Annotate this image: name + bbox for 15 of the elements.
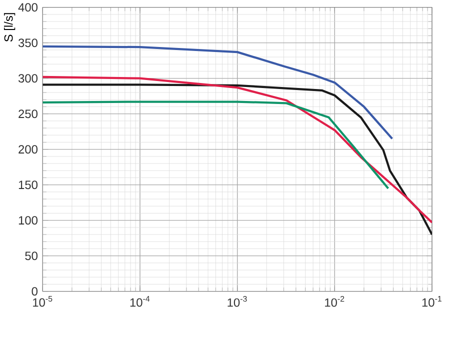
x-tick-label: 10$^{-3}$ [228,296,247,307]
x-tick-label: 10$^{-2}$ [325,296,344,307]
y-tick-label: 50 [25,252,38,260]
x-tick-label: 10$^{-1}$ [422,296,442,307]
y-tick-label: 150 [18,180,38,190]
y-axis-title: S [l/s] [4,13,16,42]
x-tick-label: 10$^{-4}$ [130,296,150,307]
y-tick-label: 0 [32,287,38,296]
y-tick-label: 300 [18,74,38,83]
y-tick-label: 350 [18,38,38,48]
y-tick-label: 250 [18,110,38,118]
y-tick-label: 100 [18,216,38,225]
x-tick-label: 10$^{-5}$ [33,296,52,307]
y-tick-label: 400 [18,3,38,12]
y-tick-label: 200 [18,145,38,154]
